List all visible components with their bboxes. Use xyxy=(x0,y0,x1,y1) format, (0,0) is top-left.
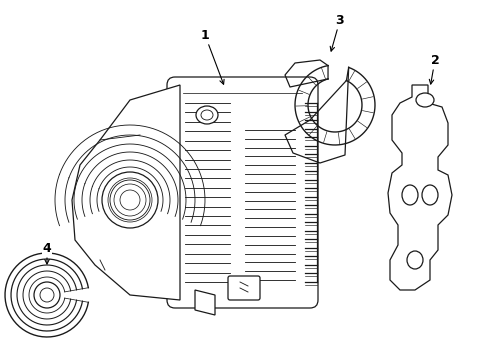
Ellipse shape xyxy=(401,185,417,205)
Ellipse shape xyxy=(415,93,433,107)
Ellipse shape xyxy=(196,106,218,124)
Polygon shape xyxy=(387,85,451,290)
Polygon shape xyxy=(72,85,180,300)
Ellipse shape xyxy=(421,185,437,205)
Ellipse shape xyxy=(406,251,422,269)
Text: 4: 4 xyxy=(42,242,51,264)
FancyBboxPatch shape xyxy=(227,276,260,300)
Text: 1: 1 xyxy=(200,28,224,84)
Text: 3: 3 xyxy=(329,14,344,51)
Circle shape xyxy=(102,172,158,228)
Circle shape xyxy=(34,282,60,308)
Polygon shape xyxy=(195,290,215,315)
FancyBboxPatch shape xyxy=(167,77,317,308)
Text: 2: 2 xyxy=(428,54,439,84)
